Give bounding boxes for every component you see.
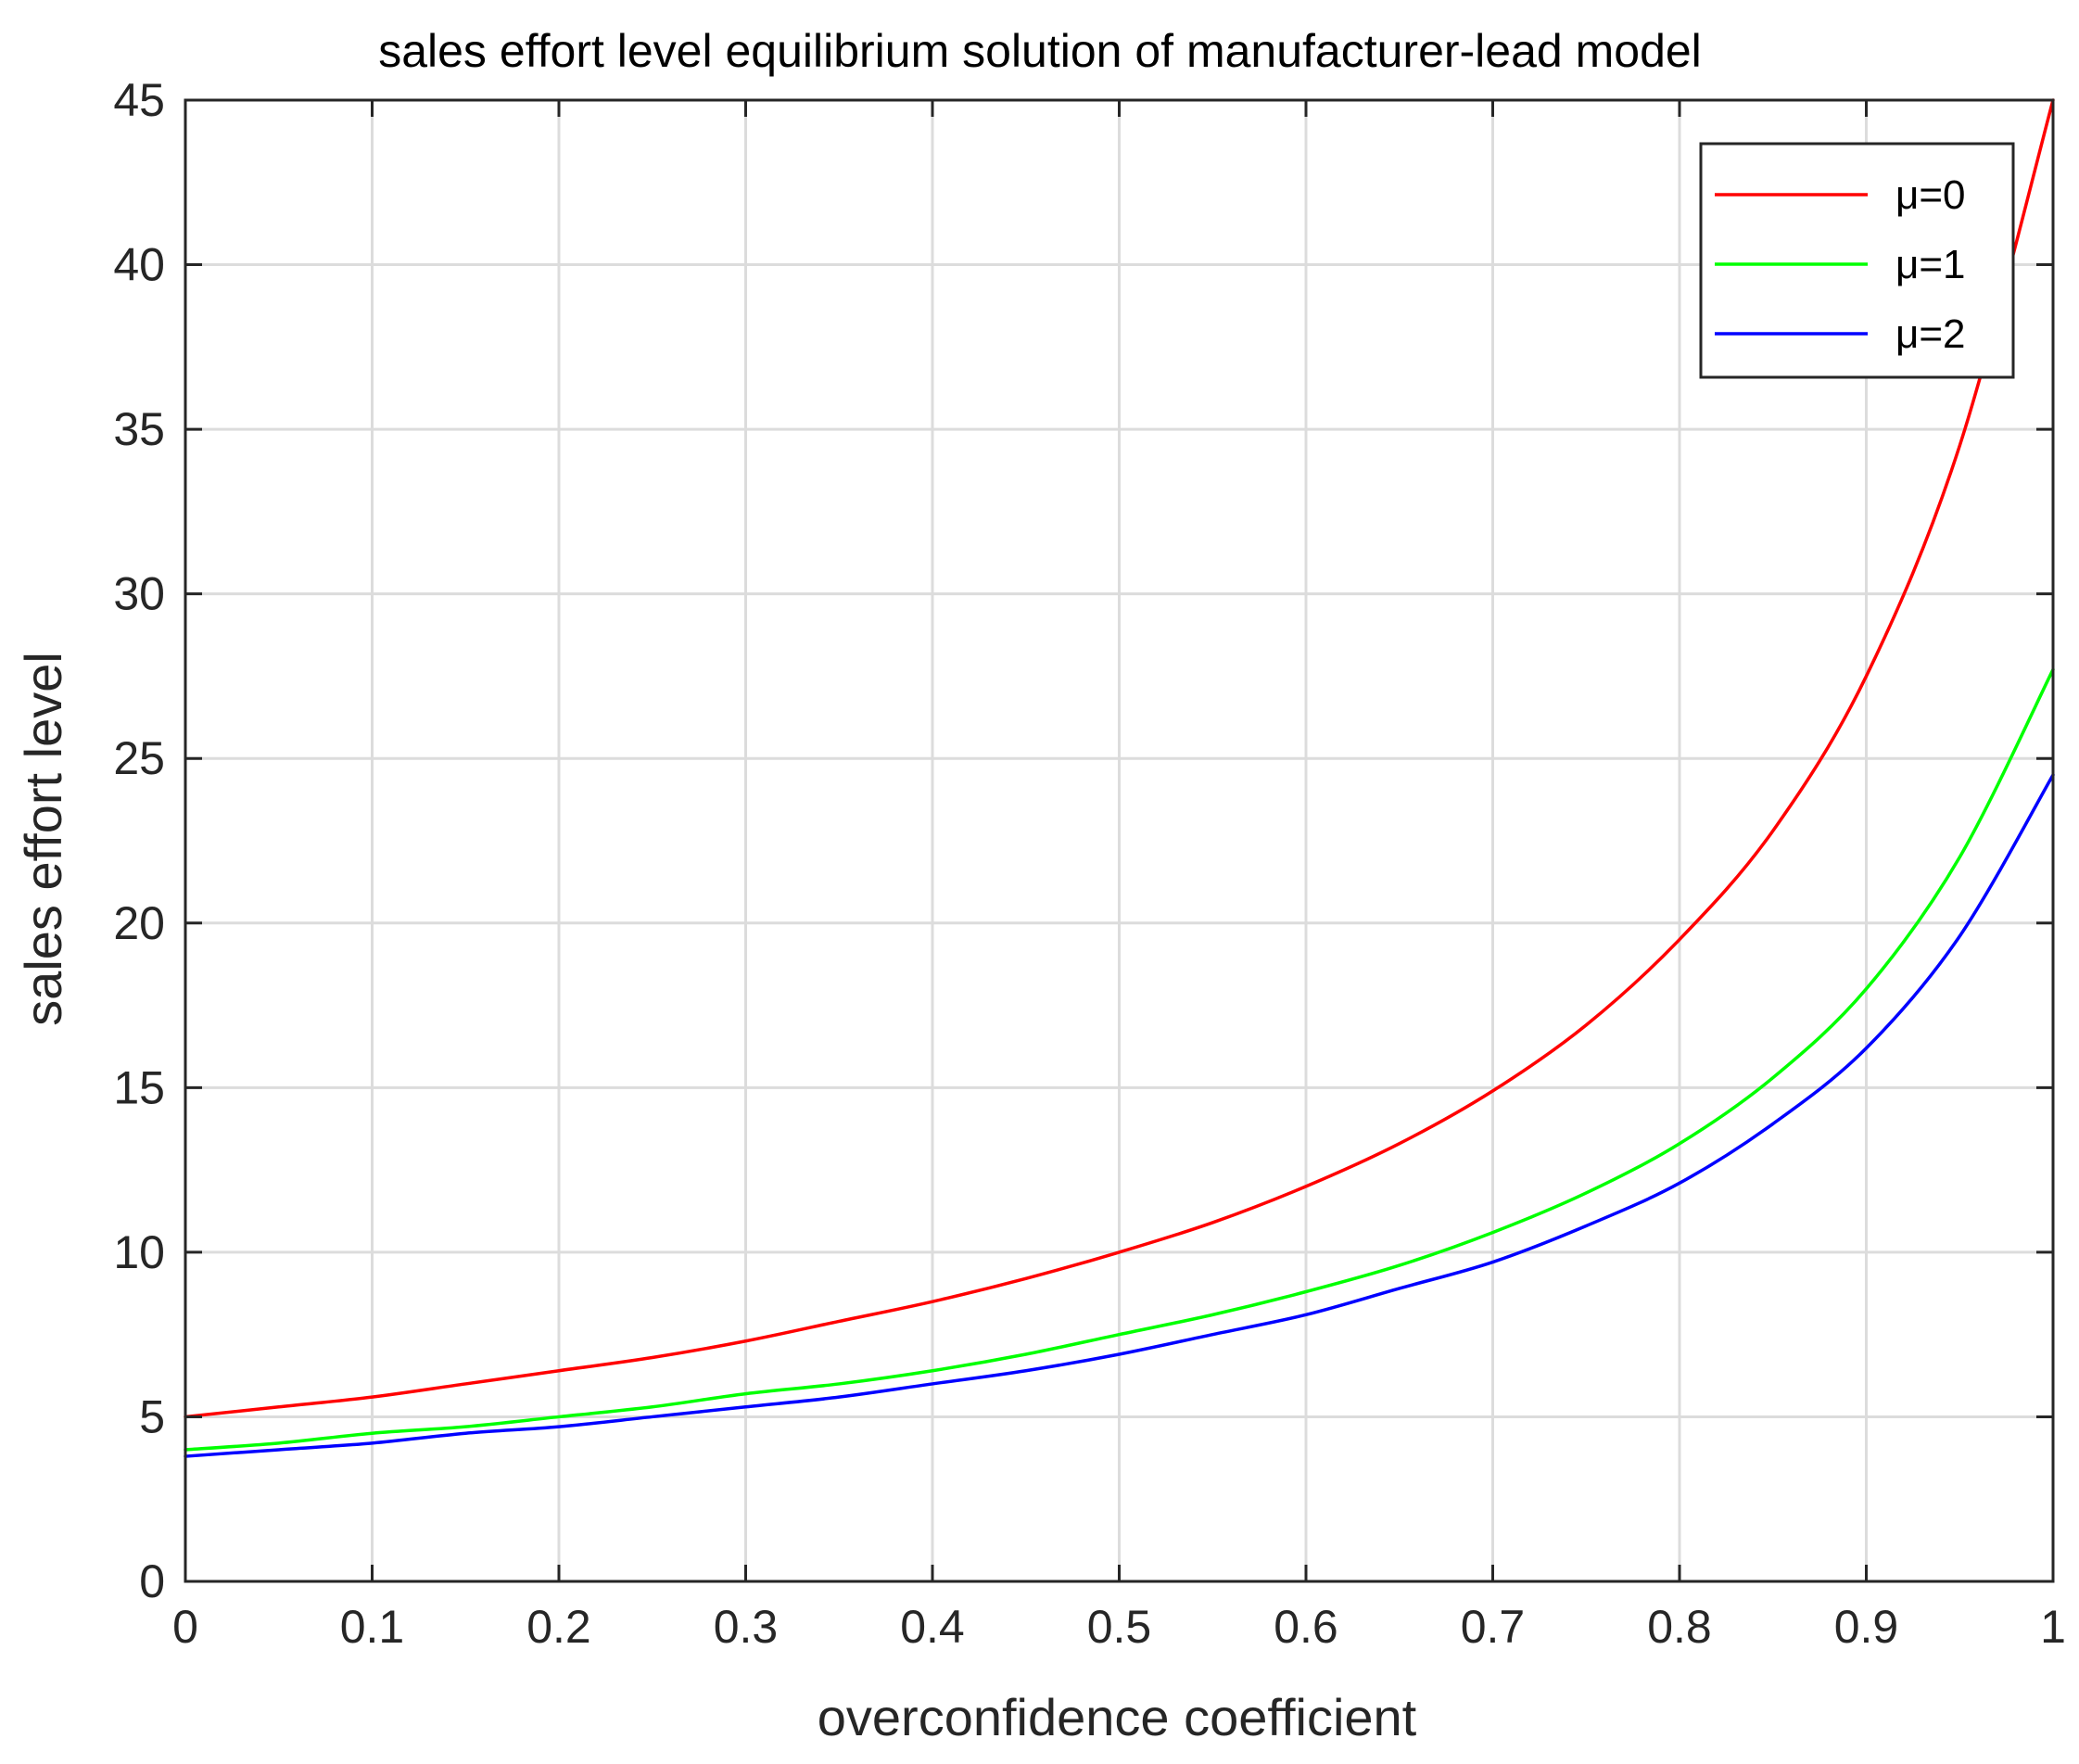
y-tick-label: 45 bbox=[113, 74, 165, 126]
x-tick-label: 1 bbox=[2040, 1601, 2066, 1653]
series-line-2 bbox=[184, 773, 2055, 1458]
legend-label-0: μ=0 bbox=[1895, 172, 1966, 218]
y-tick-label: 25 bbox=[113, 732, 165, 784]
x-tick-label: 0.2 bbox=[526, 1601, 591, 1653]
y-tick-label: 20 bbox=[113, 897, 165, 949]
y-tick-label: 35 bbox=[113, 403, 165, 455]
x-tick-label: 0.1 bbox=[340, 1601, 405, 1653]
x-tick-label: 0.5 bbox=[1087, 1601, 1152, 1653]
series-line-1 bbox=[184, 667, 2055, 1452]
y-tick-label: 30 bbox=[113, 568, 165, 620]
x-tick-label: 0 bbox=[172, 1601, 198, 1653]
axis-ticks: 0 0.1 0.2 0.3 0.4 0.5 0.6 0.7 0.8 0.9 105101520253… bbox=[113, 74, 2066, 1653]
legend-box bbox=[1699, 142, 2015, 379]
chart-title: sales effort level equilibrium solution … bbox=[378, 25, 1702, 77]
y-axis-label: sales effort level bbox=[14, 652, 72, 1026]
x-tick-label: 0.8 bbox=[1647, 1601, 1712, 1653]
y-tick-label: 0 bbox=[139, 1555, 165, 1607]
x-tick-label: 0.7 bbox=[1461, 1601, 1526, 1653]
y-tick-label: 40 bbox=[113, 239, 165, 291]
y-tick-label: 10 bbox=[113, 1226, 165, 1278]
x-axis-label: overconfidence coefficient bbox=[818, 1688, 1417, 1746]
legend-label-1: μ=1 bbox=[1895, 242, 1966, 287]
x-tick-label: 0.3 bbox=[714, 1601, 779, 1653]
x-tick-label: 0.9 bbox=[1834, 1601, 1899, 1653]
y-tick-label: 15 bbox=[113, 1061, 165, 1113]
y-tick-label: 5 bbox=[139, 1390, 165, 1442]
x-tick-label: 0.6 bbox=[1274, 1601, 1338, 1653]
legend-label-2: μ=2 bbox=[1895, 311, 1966, 357]
series-line-0 bbox=[184, 98, 2055, 1419]
series-group bbox=[184, 98, 2055, 1458]
legend: μ=0 μ=1 μ=2 bbox=[1699, 142, 2015, 379]
x-tick-label: 0.4 bbox=[900, 1601, 965, 1653]
